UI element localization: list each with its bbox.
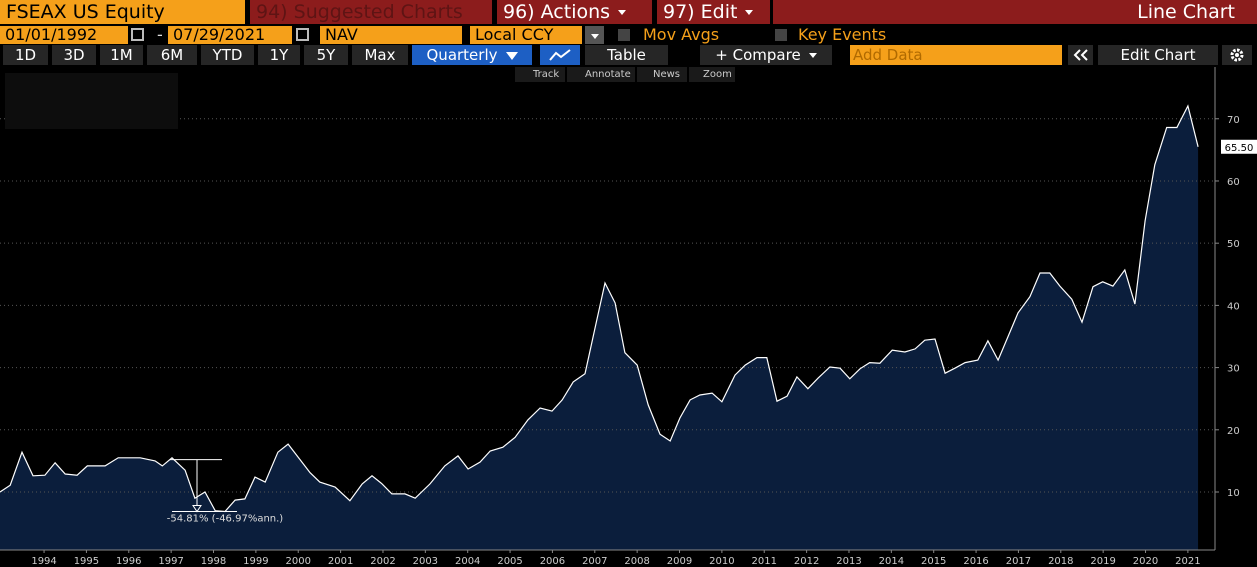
dropdown-arrow	[745, 10, 754, 15]
compare-button[interactable]: + Compare	[700, 45, 832, 65]
start-date[interactable]: 01/01/1992	[0, 26, 128, 44]
x-tick-label: 2010	[709, 556, 734, 567]
x-tick-label: 1998	[201, 556, 226, 567]
x-tick-label: 1999	[243, 556, 268, 567]
end-date[interactable]: 07/29/2021	[168, 26, 292, 44]
edit-chart-button[interactable]: Edit Chart	[1098, 45, 1218, 65]
x-tick-label: 2004	[455, 556, 480, 567]
x-tick-label: 2011	[752, 556, 777, 567]
x-tick-label: 2021	[1175, 556, 1200, 567]
security[interactable]: FSEAX US Equity	[0, 0, 245, 24]
dropdown-arrow	[505, 51, 518, 60]
currency-dropdown[interactable]	[585, 26, 604, 44]
x-tick-label: 2000	[286, 556, 311, 567]
range-button[interactable]: YTD	[201, 45, 254, 65]
key-events-checkbox[interactable]	[775, 29, 787, 41]
x-tick-label: 2003	[413, 556, 438, 567]
compare-label: + Compare	[715, 46, 801, 64]
legend-box	[5, 73, 178, 129]
y-tick-label: 50	[1227, 239, 1240, 250]
range-button[interactable]: Max	[352, 45, 408, 65]
date-separator: -	[157, 26, 163, 44]
x-tick-label: 2018	[1048, 556, 1073, 567]
zoom-tool[interactable]: Zoom	[689, 67, 735, 82]
actions-menu[interactable]: 96) Actions	[497, 0, 652, 24]
dropdown-arrow	[808, 53, 817, 58]
line-chart-button[interactable]	[540, 45, 580, 65]
table-button[interactable]: Table	[585, 45, 668, 65]
y-tick-label: 60	[1227, 177, 1240, 188]
edit-label: 97) Edit	[663, 1, 738, 23]
suggested-charts[interactable]: 94) Suggested Charts	[250, 0, 492, 24]
x-tick-label: 2002	[370, 556, 395, 567]
drawdown-label: -54.81% (-46.97%ann.)	[167, 514, 284, 525]
area-fill	[0, 106, 1199, 550]
x-tick-label: 2019	[1090, 556, 1115, 567]
drawdown-arrow	[192, 505, 202, 513]
y-tick-label: 30	[1227, 364, 1240, 375]
x-tick-label: 2009	[667, 556, 692, 567]
collapse-button[interactable]	[1068, 45, 1093, 65]
actions-label: 96) Actions	[503, 1, 611, 23]
period-button[interactable]: Quarterly	[412, 45, 532, 65]
chart-kind: Line Chart	[773, 0, 1257, 24]
range-button[interactable]: 6M	[147, 45, 197, 65]
field[interactable]: NAV	[320, 26, 462, 44]
line-icon	[549, 49, 571, 61]
range-button[interactable]: 3D	[52, 45, 96, 65]
x-tick-label: 2006	[540, 556, 565, 567]
x-tick-label: 2005	[497, 556, 522, 567]
x-tick-label: 2017	[1006, 556, 1031, 567]
dropdown-arrow	[618, 10, 627, 15]
gear-icon	[1230, 48, 1244, 62]
x-tick-label: 2012	[794, 556, 819, 567]
last-value-box	[1221, 139, 1257, 154]
news-tool[interactable]: News	[637, 67, 687, 82]
x-tick-label: 2016	[963, 556, 988, 567]
y-tick-label: 10	[1227, 488, 1240, 499]
chevrons-icon	[1073, 49, 1088, 61]
y-tick-label: 20	[1227, 426, 1240, 437]
x-tick-label: 2001	[328, 556, 353, 567]
annotate-tool[interactable]: Annotate	[567, 67, 635, 82]
x-tick-label: 2008	[624, 556, 649, 567]
currency[interactable]: Local CCY	[470, 26, 582, 44]
y-tick-label: 70	[1227, 115, 1240, 126]
x-tick-label: 2020	[1133, 556, 1158, 567]
calendar-icon[interactable]	[296, 28, 309, 41]
edit-menu[interactable]: 97) Edit	[657, 0, 770, 24]
y-tick-label: 40	[1227, 301, 1240, 312]
x-tick-label: 2015	[921, 556, 946, 567]
dropdown-arrow	[590, 34, 599, 39]
x-tick-label: 2007	[582, 556, 607, 567]
range-button[interactable]: 1M	[100, 45, 143, 65]
x-tick-label: 1997	[158, 556, 183, 567]
track-tool[interactable]: Track	[515, 67, 565, 82]
last-value-label: 65.50	[1225, 143, 1254, 154]
mov-avgs-label: Mov Avgs	[643, 26, 720, 44]
period-label: Quarterly	[426, 46, 498, 64]
x-tick-label: 1994	[31, 556, 56, 567]
x-tick-label: 2013	[836, 556, 861, 567]
range-button[interactable]: 1D	[3, 45, 48, 65]
add-data-input[interactable]: Add Data	[850, 45, 1062, 65]
x-tick-label: 1996	[116, 556, 141, 567]
x-tick-label: 1995	[74, 556, 99, 567]
settings-button[interactable]	[1222, 45, 1252, 65]
x-tick-label: 2014	[879, 556, 904, 567]
mov-avgs-checkbox[interactable]	[618, 29, 630, 41]
range-button[interactable]: 5Y	[304, 45, 348, 65]
calendar-icon[interactable]	[131, 28, 144, 41]
key-events-label: Key Events	[798, 26, 887, 44]
range-button[interactable]: 1Y	[258, 45, 300, 65]
value-line	[0, 104, 1199, 513]
